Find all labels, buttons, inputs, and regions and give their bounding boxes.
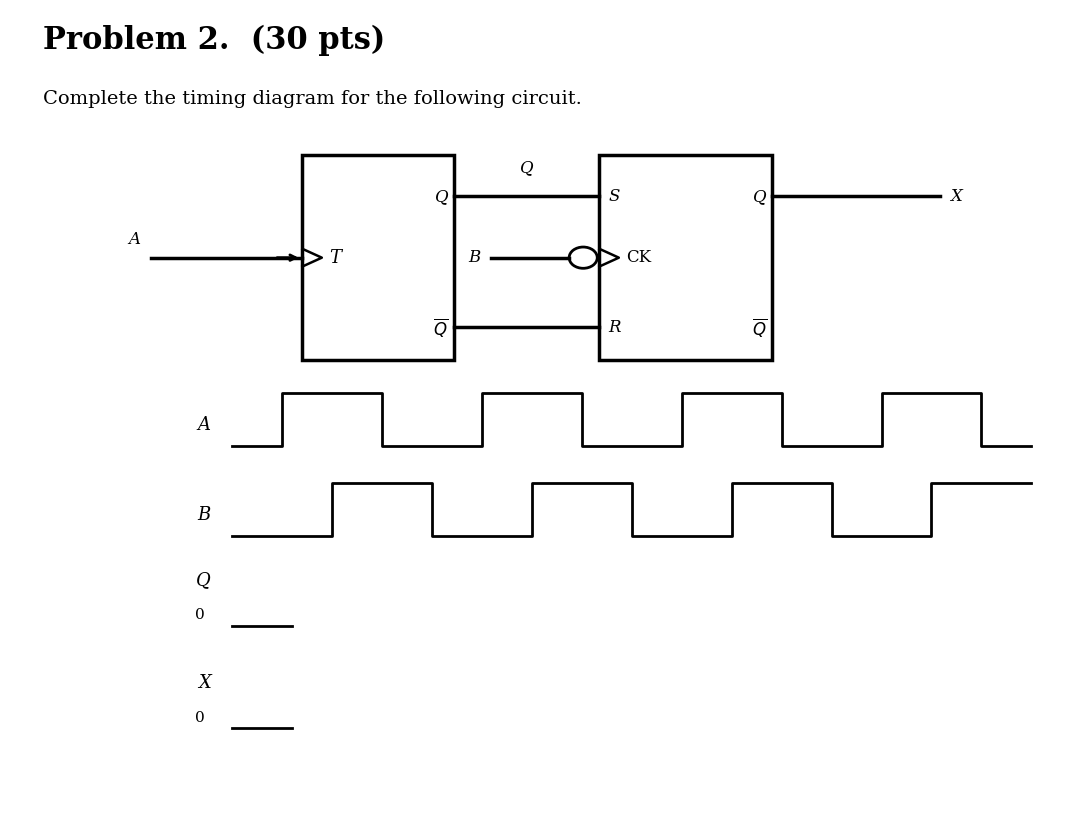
Text: Q: Q bbox=[195, 572, 211, 590]
Text: Q: Q bbox=[434, 188, 448, 204]
Text: B: B bbox=[198, 506, 211, 524]
Text: Complete the timing diagram for the following circuit.: Complete the timing diagram for the foll… bbox=[43, 90, 582, 108]
Text: X: X bbox=[198, 674, 211, 692]
Text: A: A bbox=[198, 416, 211, 434]
Text: A: A bbox=[129, 231, 140, 248]
Text: X: X bbox=[950, 188, 962, 204]
Bar bbox=[302, 155, 454, 360]
Text: 0: 0 bbox=[195, 609, 205, 622]
Text: Q: Q bbox=[519, 159, 534, 176]
Text: 0: 0 bbox=[195, 711, 205, 725]
Text: B: B bbox=[469, 249, 481, 266]
Text: CK: CK bbox=[626, 249, 651, 266]
Text: T: T bbox=[329, 249, 341, 267]
Bar bbox=[599, 155, 772, 360]
Text: S: S bbox=[608, 188, 620, 204]
Text: R: R bbox=[608, 319, 621, 335]
Text: Q: Q bbox=[753, 188, 767, 204]
Text: Problem 2.  (30 pts): Problem 2. (30 pts) bbox=[43, 25, 386, 56]
Text: $\overline{Q}$: $\overline{Q}$ bbox=[752, 316, 767, 339]
Text: $\overline{Q}$: $\overline{Q}$ bbox=[433, 316, 448, 339]
